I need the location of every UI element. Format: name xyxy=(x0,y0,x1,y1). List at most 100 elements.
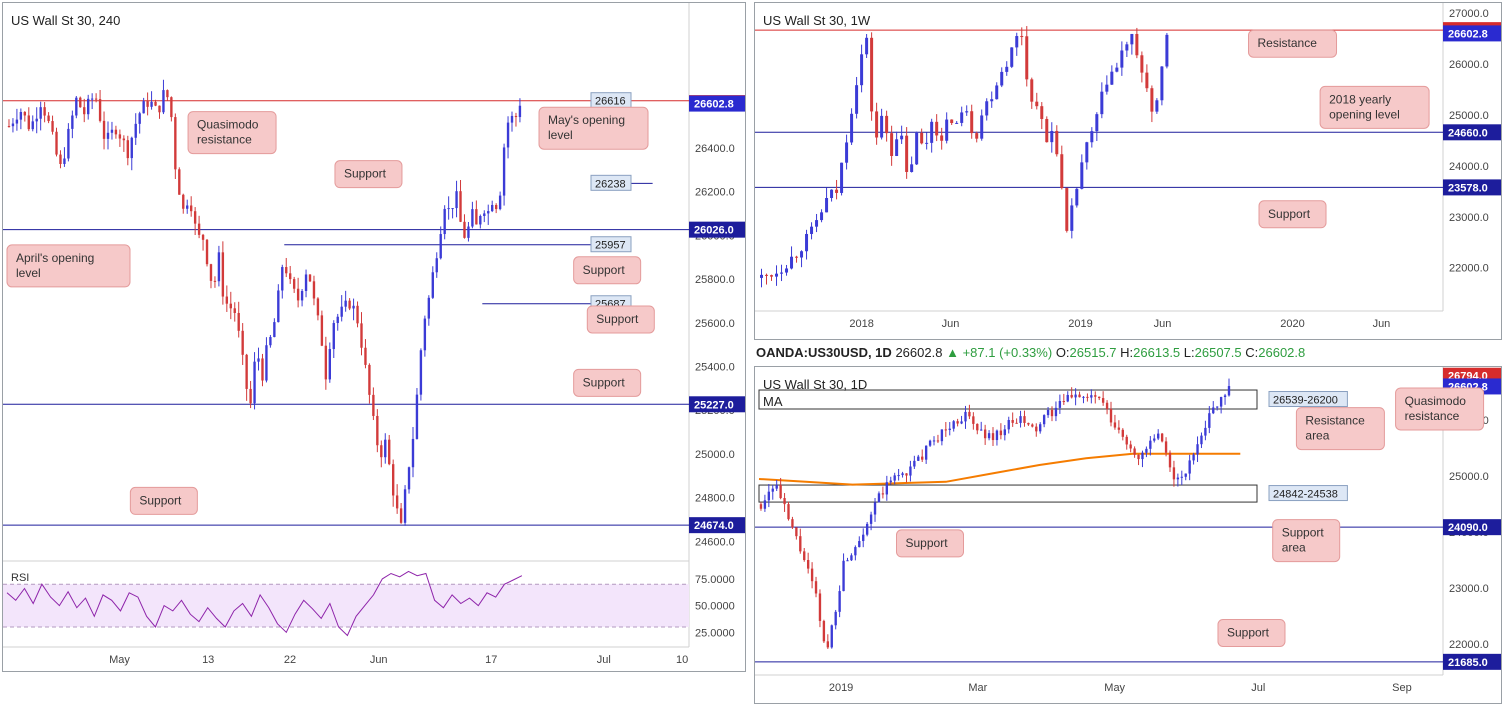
candle-body xyxy=(388,439,391,465)
candle-body xyxy=(483,213,486,217)
axis-level-tag xyxy=(689,396,745,413)
candle-body xyxy=(1019,416,1022,423)
candle-body xyxy=(87,98,90,115)
candle-body xyxy=(245,354,248,389)
candle-body xyxy=(110,129,114,133)
candle-body xyxy=(1149,440,1152,449)
candle-body xyxy=(51,121,54,132)
candle-body xyxy=(909,466,912,476)
candle-body xyxy=(455,191,458,209)
candle-body xyxy=(921,456,924,460)
candle-body xyxy=(822,620,826,642)
candle-body xyxy=(1020,36,1024,38)
candle-body xyxy=(431,272,434,298)
candle-body xyxy=(7,126,11,128)
weekly-chart-panel[interactable]: 22000.0 23000.0 24000.0 25000.0 26000.0 27000… xyxy=(754,2,1502,340)
daily-chart[interactable]: 22000.023000.024000.025000.026000.02019M… xyxy=(755,367,1503,705)
candle-body xyxy=(67,128,70,159)
candle-body xyxy=(360,323,363,348)
candle-body xyxy=(985,101,989,116)
h4-chart-panel[interactable]: 24600.024800.025000.025200.025400.025600… xyxy=(2,2,746,672)
y-tick-label: 25600.0 xyxy=(695,318,735,330)
candle-body xyxy=(901,473,904,476)
annotation-label: Support xyxy=(1227,626,1270,640)
candle-body xyxy=(810,226,814,234)
candle-body xyxy=(1125,436,1128,445)
axis-level-label: 21685.0 xyxy=(1448,657,1488,669)
candle-body xyxy=(830,189,834,198)
candle-body xyxy=(296,288,300,301)
candle-body xyxy=(289,273,292,280)
x-tick-label: 10 xyxy=(676,654,688,666)
candle-body xyxy=(915,132,919,165)
candle-body xyxy=(952,421,955,429)
high-value: 26613.5 xyxy=(1133,345,1181,360)
candle-body xyxy=(991,433,995,441)
candle-body xyxy=(775,485,778,489)
candle-body xyxy=(399,508,403,523)
annotation-callout xyxy=(573,256,642,285)
candle-body xyxy=(932,440,936,442)
candle-body xyxy=(995,85,999,100)
candle-body xyxy=(174,117,177,170)
candle-body xyxy=(83,107,86,115)
candle-body xyxy=(1082,396,1085,398)
candle-body xyxy=(1090,131,1094,143)
candle-body xyxy=(1070,394,1073,398)
x-tick-label: Jun xyxy=(370,654,388,666)
candle-body xyxy=(873,502,877,515)
candle-body xyxy=(217,252,221,282)
close-value: 26602.8 xyxy=(1258,345,1306,360)
candle-body xyxy=(783,498,786,505)
rsi-line xyxy=(6,570,523,637)
annotation-callout xyxy=(187,111,277,155)
candle-body xyxy=(1003,429,1006,436)
candle-body xyxy=(407,467,411,490)
candle-body xyxy=(1164,441,1168,453)
candle-body xyxy=(1100,91,1104,115)
candle-body xyxy=(1039,424,1042,432)
candle-body xyxy=(1105,402,1109,409)
open-label: O: xyxy=(1055,345,1070,360)
candle-body xyxy=(1035,101,1039,107)
candle-body xyxy=(987,433,991,439)
y-tick-label: 26000.0 xyxy=(1449,59,1489,71)
candle-body xyxy=(780,272,784,274)
price-tag-label: 26602.8 xyxy=(694,99,734,111)
candle-body xyxy=(1011,419,1014,423)
weekly-chart[interactable]: 22000.0 23000.0 24000.0 25000.0 26000.0 27000… xyxy=(755,3,1503,341)
candle-body xyxy=(419,350,423,395)
candle-body xyxy=(182,194,185,209)
low-label: L: xyxy=(1183,345,1195,360)
candle-body xyxy=(1066,394,1069,402)
axis-level-label: 26026.0 xyxy=(694,225,734,237)
candle-body xyxy=(340,306,343,317)
candle-body xyxy=(249,388,252,404)
candle-body xyxy=(976,423,979,431)
annotation-callout xyxy=(334,160,403,189)
annotation-label: opening level xyxy=(1329,107,1400,121)
candle-body xyxy=(31,121,34,130)
candle-body xyxy=(376,415,379,446)
h4-chart[interactable]: 24600.024800.025000.025200.025400.025600… xyxy=(3,3,747,673)
candle-body xyxy=(1125,44,1129,51)
candle-body xyxy=(498,195,502,210)
candle-body xyxy=(877,493,881,503)
level-tag-label: 26616 xyxy=(595,96,626,108)
candle-body xyxy=(269,337,272,346)
daily-chart-panel[interactable]: 22000.023000.024000.025000.026000.02019M… xyxy=(754,366,1502,704)
candle-body xyxy=(970,111,974,134)
candle-body xyxy=(479,216,482,225)
low-value: 26507.5 xyxy=(1194,345,1242,360)
annotation-label: Support xyxy=(583,263,626,277)
candle-body xyxy=(1078,394,1081,398)
candle-body xyxy=(956,421,959,424)
candle-body xyxy=(447,208,450,210)
candle-body xyxy=(1145,448,1148,453)
candle-body xyxy=(158,105,161,113)
candle-body xyxy=(960,421,963,424)
price-tag-label: 26602.8 xyxy=(1448,28,1488,40)
candle-body xyxy=(1007,419,1010,430)
annotation-callout xyxy=(1319,85,1430,129)
candle-body xyxy=(403,489,407,523)
